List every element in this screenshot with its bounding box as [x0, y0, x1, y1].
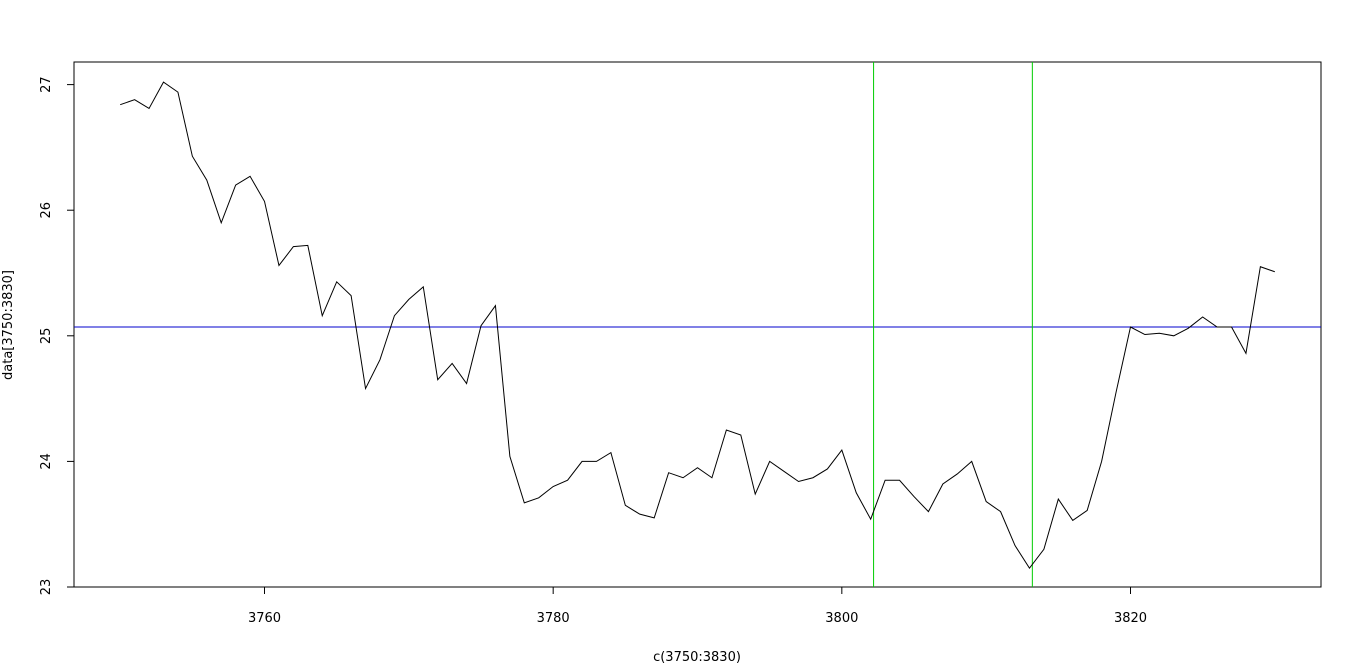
y-axis: 23 24 25 26 27	[39, 76, 74, 595]
y-tick-label: 23	[39, 579, 54, 596]
y-tick-label: 27	[39, 76, 54, 93]
y-tick-label: 24	[39, 453, 54, 470]
x-tick-label: 3800	[825, 611, 858, 626]
y-tick-label: 26	[39, 202, 54, 219]
reference-lines	[74, 62, 1321, 587]
series-line	[120, 81, 1275, 570]
x-axis-title: c(3750:3830)	[653, 650, 741, 665]
x-tick-label: 3820	[1114, 611, 1147, 626]
x-tick-label: 3780	[537, 611, 570, 626]
y-axis-title: data[3750:3830]	[1, 270, 16, 380]
x-axis: 3760 3780 3800 3820	[248, 586, 1147, 626]
plot-box	[73, 61, 1322, 588]
x-tick-label: 3760	[248, 611, 281, 626]
y-tick-label: 25	[39, 328, 54, 345]
